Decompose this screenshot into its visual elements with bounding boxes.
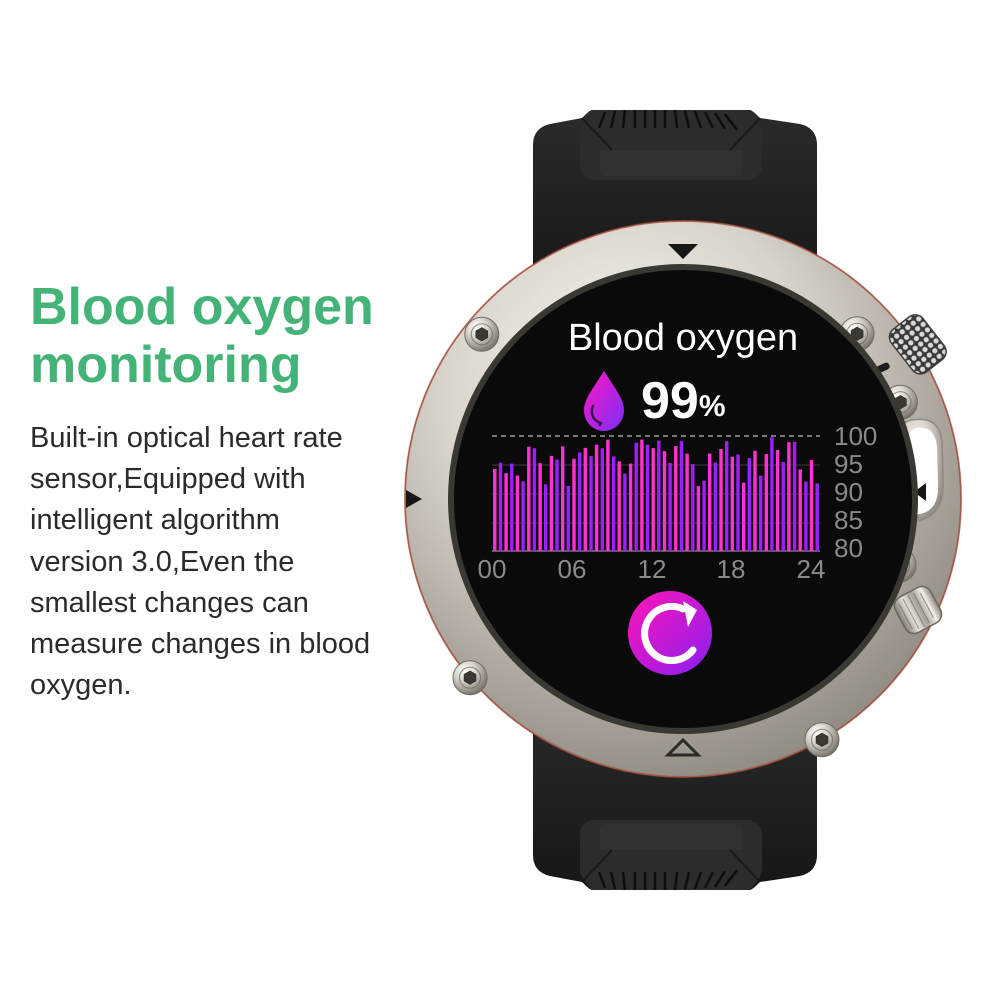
svg-text:95: 95 bbox=[834, 449, 863, 479]
svg-text:90: 90 bbox=[834, 477, 863, 507]
svg-text:80: 80 bbox=[834, 533, 863, 563]
svg-text:00: 00 bbox=[478, 554, 507, 584]
svg-text:06: 06 bbox=[558, 554, 587, 584]
svg-text:18: 18 bbox=[717, 554, 746, 584]
svg-text:100: 100 bbox=[834, 421, 877, 451]
svg-text:85: 85 bbox=[834, 505, 863, 535]
svg-text:12: 12 bbox=[638, 554, 667, 584]
svg-text:24: 24 bbox=[797, 554, 826, 584]
svg-text:Blood oxygen: Blood oxygen bbox=[568, 317, 798, 359]
